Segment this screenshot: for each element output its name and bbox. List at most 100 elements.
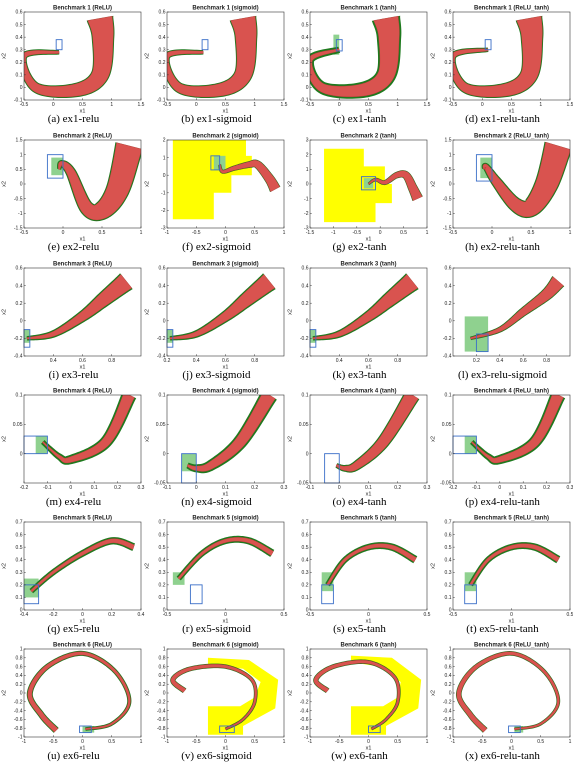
axes-frame [166, 521, 285, 611]
x-tick-label: 0.3 [281, 485, 288, 491]
y-tick-label: 0.2 [16, 682, 23, 688]
x-axis-label: x1 [509, 237, 515, 243]
panel-r: -0.5 0 0.5 0 0.1 0.2 0.3 0.4 0.5 0.6 0.7 Benchmark … [145, 512, 288, 639]
y-tick-label: 0 [449, 85, 452, 91]
x-tick-label: 1 [569, 739, 572, 745]
y-tick-label: 0.1 [159, 73, 166, 79]
y-tick-label: 0.05 [442, 422, 452, 428]
reachable-tube [335, 395, 419, 472]
panel-caption: (s) ex5-tanh [333, 623, 386, 635]
y-tick-label: 0.6 [445, 10, 452, 16]
green-tube [29, 537, 135, 594]
y-tick-label: -1 [304, 735, 309, 741]
y-tick-label: 0.6 [16, 266, 23, 272]
panel-title: Benchmark 5 (ReLU) [53, 516, 112, 522]
x-axis-label: x1 [80, 365, 86, 371]
y-axis-label: x2 [145, 309, 151, 315]
y-tick-label: 0.8 [16, 656, 23, 662]
panel-caption: (b) ex1-sigmoid [181, 113, 252, 125]
y-tick-label: 0.5 [302, 545, 309, 551]
y-tick-label: 0 [306, 182, 309, 188]
x-tick-label: 0.1 [222, 485, 229, 491]
x-tick-label: 0.6 [520, 358, 527, 364]
x-axis-label: x1 [509, 619, 515, 625]
y-axis-label: x2 [288, 690, 294, 696]
y-axis-label: x2 [431, 563, 437, 569]
x-axis-label: x1 [80, 109, 86, 115]
x-tick-label: 0 [224, 612, 227, 618]
y-tick-label: -0.5 [14, 196, 23, 202]
axes-frame [452, 267, 571, 357]
x-tick-label: -1 [165, 739, 170, 745]
panel-p: -0.2 -0.1 0 0.1 0.2 0.3 -0.05 0 0.05 0.1 Benchmark… [431, 385, 573, 512]
y-tick-label: -0.8 [300, 726, 309, 732]
initial-set-box [321, 584, 334, 605]
green-tube [325, 542, 418, 587]
x-tick-label: 0 [69, 485, 72, 491]
y-tick-label: 0.05 [13, 422, 23, 428]
yellow-region [324, 148, 392, 223]
y-tick-label: -0.6 [443, 717, 452, 723]
x-tick-label: 0.5 [251, 739, 258, 745]
panel-q: -0.4 -0.2 0 0.2 0.4 0 0.1 0.2 0.3 0.4 0.5 0.6 0.7 Ben… [2, 512, 145, 639]
x-tick-label: -0.5 [352, 230, 361, 236]
y-tick-label: 0 [306, 85, 309, 91]
x-tick-label: -0.2 [449, 485, 458, 491]
y-tick-label: 0.05 [156, 422, 166, 428]
yellow-region [350, 655, 422, 735]
panel-j: 0.2 0.4 0.6 0.8 -0.4 -0.2 0 0.2 0.4 0.6 Benchmark … [145, 258, 288, 385]
y-tick-label: -0.6 [157, 717, 166, 723]
panel-l: 0.2 0.4 0.6 0.8 -0.4 -0.2 0 0.2 0.4 0.6 (l) ex3-re… [431, 258, 573, 385]
x-tick-label: 0.8 [394, 358, 401, 364]
y-tick-label: 0.2 [16, 60, 23, 66]
y-tick-label: -0.4 [14, 708, 23, 714]
x-axis-label: x1 [509, 109, 515, 115]
y-tick-label: 0.5 [445, 22, 452, 28]
y-tick-label: -0.2 [300, 336, 309, 342]
panel-title: Benchmark 5 (tanh) [340, 516, 396, 522]
panel-title: Benchmark 4 (ReLU_tanh) [474, 389, 549, 395]
x-axis-label: x1 [223, 746, 229, 752]
x-tick-label: 0.5 [400, 230, 407, 236]
y-axis-label: x2 [2, 690, 8, 696]
y-tick-label: 0.1 [159, 393, 166, 399]
x-tick-label: 1.5 [138, 102, 145, 108]
axes-frame [452, 394, 571, 484]
y-tick-label: 0.4 [445, 557, 452, 563]
reachable-tube [186, 395, 276, 472]
panel-x: -1 -0.5 0 0.5 1 -1 -0.8 -0.6 -0.4 -0.2 0 0.2 0.4 0.6 0… [431, 639, 573, 766]
y-tick-label: 0.5 [16, 545, 23, 551]
x-axis-label: x1 [223, 109, 229, 115]
x-axis-label: x1 [223, 365, 229, 371]
y-tick-label: -0.4 [157, 354, 166, 360]
x-tick-label: 1 [140, 230, 143, 236]
panel-title: Benchmark 2 (sigmoid) [192, 134, 258, 140]
panel-n: -0.1 0 0.1 0.2 0.3 -0.05 0 0.05 0.1 Benchmark 4 (… [145, 385, 288, 512]
x-axis-label: x1 [223, 619, 229, 625]
y-tick-label: 0 [20, 182, 23, 188]
reachable-tube [313, 659, 401, 731]
panel-a: -0.5 0 0.5 1 1.5 -0.1 0 0.1 0.2 0.3 0.4 0.5 0.6 Bench… [2, 2, 145, 129]
x-tick-label: 0.2 [543, 485, 550, 491]
plot-b: -0.5 0 0.5 1 1.5 -0.1 0 0.1 0.2 0.3 0.4 0.5 0.6 Bench… [145, 6, 288, 115]
y-axis-label: x2 [145, 690, 151, 696]
panel-caption: (f) ex2-sigmoid [182, 241, 251, 253]
y-tick-label: 2 [306, 152, 309, 158]
y-tick-label: 0 [163, 319, 166, 325]
plot-l: 0.2 0.4 0.6 0.8 -0.4 -0.2 0 0.2 0.4 0.6 [443, 266, 571, 364]
panel-caption: (o) ex4-tanh [332, 496, 387, 508]
y-tick-label: -1 [161, 735, 166, 741]
initial-set-box [79, 725, 92, 734]
y-tick-label: 1 [306, 167, 309, 173]
x-tick-label: 0 [510, 612, 513, 618]
x-axis-label: x1 [509, 746, 515, 752]
y-tick-label: 0.2 [302, 301, 309, 307]
y-tick-label: -0.4 [300, 708, 309, 714]
x-tick-label: -0.1 [306, 485, 315, 491]
y-axis-label: x2 [431, 436, 437, 442]
x-tick-label: 0 [367, 612, 370, 618]
y-tick-label: 0.1 [16, 393, 23, 399]
reachable-tube [169, 274, 276, 340]
plot-n: -0.1 0 0.1 0.2 0.3 -0.05 0 0.05 0.1 Benchmark 4 (… [145, 389, 288, 498]
y-tick-label: 0.05 [299, 422, 309, 428]
